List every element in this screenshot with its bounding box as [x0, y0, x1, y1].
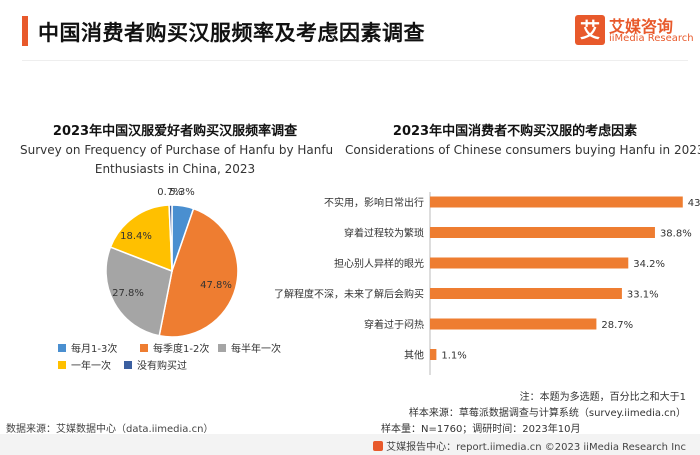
report-center-icon	[373, 441, 384, 451]
bar-category-label: 穿着过程较为繁琐	[344, 227, 424, 240]
footer-text: 艾媒报告中心：report.iimedia.cn ©2023 iiMedia R…	[386, 442, 686, 453]
logo-cn-text: 艾媒咨询	[609, 17, 674, 36]
legend-swatch	[124, 361, 132, 369]
legend-item-yearly: 一年一次	[58, 357, 111, 372]
logo-mark: 艾	[575, 15, 605, 45]
bar-category-label: 了解程度不深，未来了解后会购买	[274, 288, 424, 301]
iimedia-logo: 艾 艾媒咨询 iiMedia Research	[575, 15, 694, 51]
bar	[430, 196, 683, 208]
legend-swatch	[58, 361, 66, 369]
pie-slice	[168, 204, 173, 272]
pie-slice-label: 5.3%	[169, 187, 194, 198]
bar	[430, 349, 437, 360]
pie-chart-subtitle-2: Enthusiasts in China, 2023	[94, 162, 256, 176]
bar-value-label: 28.7%	[601, 320, 633, 331]
bar-value-label: 33.1%	[627, 290, 659, 301]
bar-value-label: 38.8%	[660, 229, 692, 240]
bar-value-label: 43.6%	[688, 198, 700, 209]
legend-item-never: 没有购买过	[124, 357, 187, 372]
bar	[430, 318, 597, 330]
legend-swatch	[140, 344, 148, 352]
page-title: 中国消费者购买汉服频率及考虑因素调查	[38, 21, 425, 45]
bar	[430, 288, 622, 299]
bar-value-label: 1.1%	[441, 351, 466, 362]
legend-label: 每月1-3次	[71, 344, 118, 355]
legend-label: 每季度1-2次	[153, 344, 210, 355]
header-divider	[22, 60, 688, 61]
logo-en-text: iiMedia Research	[609, 33, 694, 44]
pie-slice-label: 27.8%	[112, 288, 144, 299]
bar-chart-title: 2023年中国消费者不购买汉服的考虑因素	[392, 124, 638, 139]
pie-chart-subtitle-1: Survey on Frequency of Purchase of Hanfu…	[20, 143, 334, 157]
legend-swatch	[58, 344, 66, 352]
bar	[430, 257, 629, 269]
note-sample-source: 样本来源：草莓派数据调查与计算系统（survey.iimedia.cn）	[408, 408, 686, 419]
bar-category-label: 不实用，影响日常出行	[324, 196, 424, 209]
legend-item-quarterly: 每季度1-2次	[140, 340, 209, 355]
bar-value-label: 34.2%	[633, 259, 665, 270]
pie-slice-label: 47.8%	[200, 280, 232, 291]
legend-label: 每半年一次	[231, 344, 281, 355]
bar-category-label: 其他	[404, 349, 424, 362]
pie-chart-title: 2023年中国汉服爱好者购买汉服频率调查	[52, 124, 298, 139]
bar-category-label: 穿着过于闷热	[364, 318, 424, 331]
title-accent-bar	[22, 16, 28, 46]
legend-item-half-year: 每半年一次	[218, 340, 281, 355]
data-source: 数据来源：艾媒数据中心（data.iimedia.cn）	[6, 424, 214, 435]
footer-text-wrap: 艾媒报告中心：report.iimedia.cn ©2023 iiMedia R…	[373, 438, 686, 453]
bar-category-label: 担心别人异样的眼光	[334, 257, 424, 270]
pie-slice	[158, 207, 239, 338]
legend-item-monthly: 每月1-3次	[58, 340, 117, 355]
note-multi-choice: 注：本题为多选题，百分比之和大于1	[519, 392, 686, 403]
pie-slice-label: 18.4%	[120, 231, 152, 242]
legend-label: 没有购买过	[137, 361, 187, 372]
bar-chart-subtitle: Considerations of Chinese consumers buyi…	[345, 143, 700, 157]
pie-slice-label: 0.7%	[157, 187, 182, 198]
pie-slice	[109, 204, 173, 273]
footer: 艾媒报告中心：report.iimedia.cn ©2023 iiMedia R…	[0, 434, 700, 455]
pie-slice	[105, 246, 173, 337]
legend-label: 一年一次	[71, 361, 111, 372]
bar	[430, 227, 655, 238]
legend-swatch	[218, 344, 226, 352]
note-sample-size: 样本量：N=1760；调研时间：2023年10月	[381, 424, 581, 435]
